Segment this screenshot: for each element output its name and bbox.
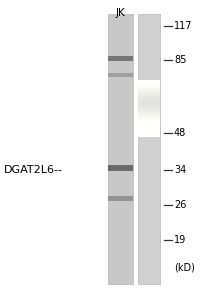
Bar bbox=[107, 196, 132, 201]
Bar bbox=[137, 119, 159, 122]
Bar bbox=[137, 94, 159, 97]
Bar bbox=[137, 107, 159, 109]
Bar bbox=[137, 87, 159, 89]
Bar bbox=[137, 112, 159, 115]
Bar bbox=[137, 93, 159, 95]
Text: 34: 34 bbox=[173, 165, 185, 175]
Bar bbox=[137, 118, 159, 121]
Text: 85: 85 bbox=[173, 55, 185, 65]
Bar bbox=[137, 83, 159, 85]
Bar bbox=[137, 132, 159, 135]
Bar bbox=[137, 122, 159, 125]
Bar bbox=[137, 124, 159, 126]
Text: DGAT2L6--: DGAT2L6-- bbox=[4, 165, 63, 175]
Bar bbox=[137, 80, 159, 83]
Bar bbox=[137, 103, 159, 105]
Text: (kD): (kD) bbox=[173, 263, 194, 273]
Bar bbox=[137, 135, 159, 137]
Text: 48: 48 bbox=[173, 128, 185, 138]
Bar bbox=[137, 129, 159, 132]
Bar bbox=[137, 91, 159, 94]
Bar bbox=[137, 131, 159, 133]
Bar bbox=[137, 14, 159, 284]
Bar bbox=[137, 88, 159, 91]
Bar bbox=[137, 115, 159, 118]
Bar bbox=[137, 81, 159, 84]
Bar bbox=[137, 100, 159, 102]
Bar bbox=[107, 14, 132, 284]
Bar bbox=[137, 134, 159, 136]
Bar bbox=[137, 111, 159, 113]
Text: 117: 117 bbox=[173, 21, 191, 31]
Bar bbox=[137, 114, 159, 116]
Bar bbox=[137, 127, 159, 129]
Bar bbox=[107, 56, 132, 61]
Bar bbox=[137, 85, 159, 88]
Bar bbox=[137, 105, 159, 108]
Bar bbox=[137, 98, 159, 101]
Bar bbox=[137, 97, 159, 99]
Bar bbox=[137, 110, 159, 112]
Bar bbox=[137, 121, 159, 123]
Bar bbox=[137, 90, 159, 92]
Bar bbox=[137, 101, 159, 104]
Text: JK: JK bbox=[115, 8, 124, 18]
Bar bbox=[137, 84, 159, 87]
Bar bbox=[137, 117, 159, 119]
Bar bbox=[137, 108, 159, 111]
Text: 19: 19 bbox=[173, 235, 185, 245]
Bar bbox=[137, 95, 159, 98]
Bar bbox=[137, 104, 159, 106]
Bar bbox=[107, 165, 132, 171]
Bar bbox=[137, 128, 159, 130]
Bar bbox=[137, 125, 159, 128]
Bar bbox=[107, 73, 132, 77]
Text: 26: 26 bbox=[173, 200, 185, 210]
